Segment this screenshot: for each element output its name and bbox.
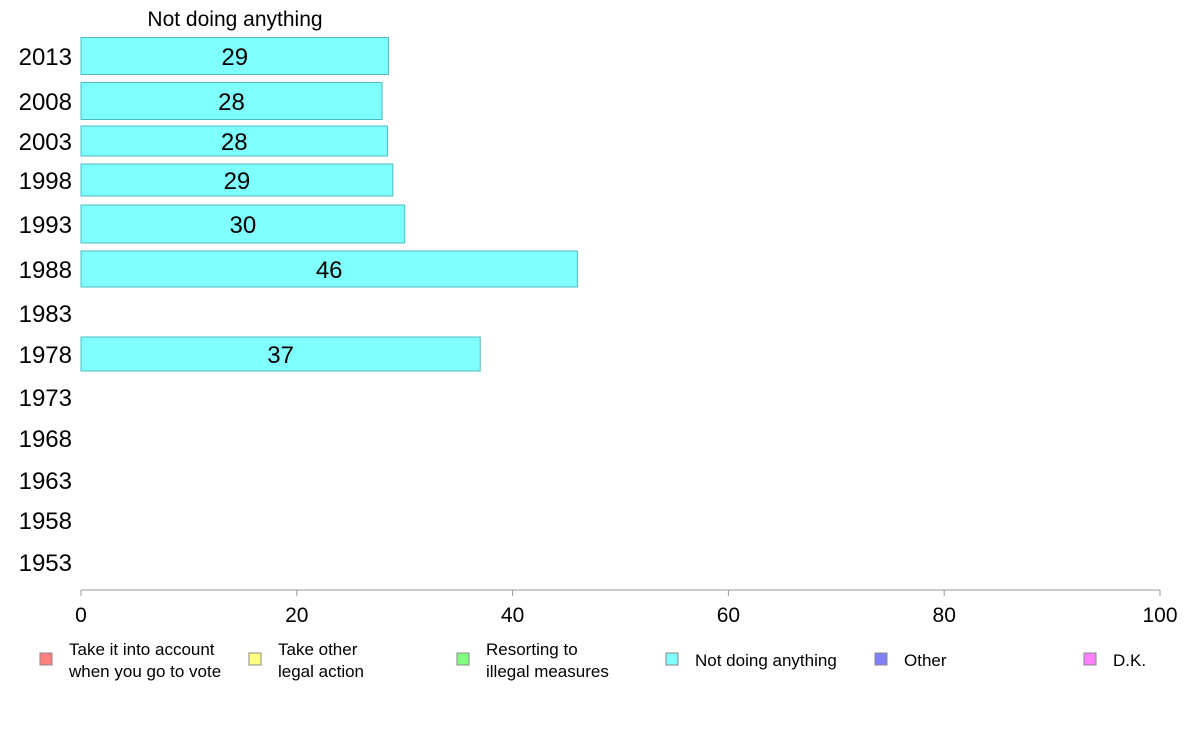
bar [80,82,383,120]
year-label: 1993 [19,212,72,239]
legend-label: Take other legal action [278,640,364,681]
bar [80,336,481,372]
legend-label: Resorting to illegal measures [486,640,609,681]
bar-value-label: 28 [218,89,245,116]
x-tick-label: 100 [1142,604,1177,627]
x-axis: 0 20 40 60 80 100 [75,589,1178,627]
legend-swatch [874,652,888,666]
legend-swatch [456,652,470,666]
year-label: 2003 [19,129,72,156]
bar [80,250,578,288]
legend-label: Other [904,651,947,670]
bars-group: 29 28 28 29 30 46 37 [80,37,578,372]
bar-value-label: 30 [229,212,256,239]
bar-value-label: 28 [221,129,248,156]
legend-swatch [1083,652,1097,666]
legend-label: Not doing anything [695,651,837,670]
year-labels-group: 2013 2008 2003 1998 1993 1988 1983 1978 1973 1968… [19,44,72,577]
bar-value-label: 29 [221,44,248,71]
x-tick-label: 80 [933,604,956,627]
legend-swatch [39,652,53,666]
year-label: 2013 [19,44,72,71]
year-label: 1988 [19,257,72,284]
legend-label: D.K. [1113,651,1146,670]
chart-title: Not doing anything [147,8,322,31]
legend-label: Take it into account when you go to vote [68,640,221,681]
x-tick-label: 20 [285,604,308,627]
year-label: 1968 [19,426,72,453]
bar-value-label: 29 [224,168,251,195]
bar-value-label: 37 [267,342,294,369]
legend-swatch [665,652,679,666]
year-label: 1973 [19,385,72,412]
bar [80,125,388,157]
bar [80,37,390,75]
x-tick-label: 40 [501,604,524,627]
x-tick-label: 60 [717,604,740,627]
legend-swatch [248,652,262,666]
year-label: 1963 [19,468,72,495]
year-label: 1953 [19,550,72,577]
year-label: 1983 [19,301,72,328]
bar [80,204,406,244]
year-label: 1998 [19,168,72,195]
year-label: 1958 [19,508,72,535]
legend: Take it into account when you go to vote T… [39,640,1146,681]
bar [80,163,394,197]
year-label: 2008 [19,89,72,116]
bar-value-label: 46 [316,257,343,284]
x-tick-label: 0 [75,604,87,627]
year-label: 1978 [19,342,72,369]
